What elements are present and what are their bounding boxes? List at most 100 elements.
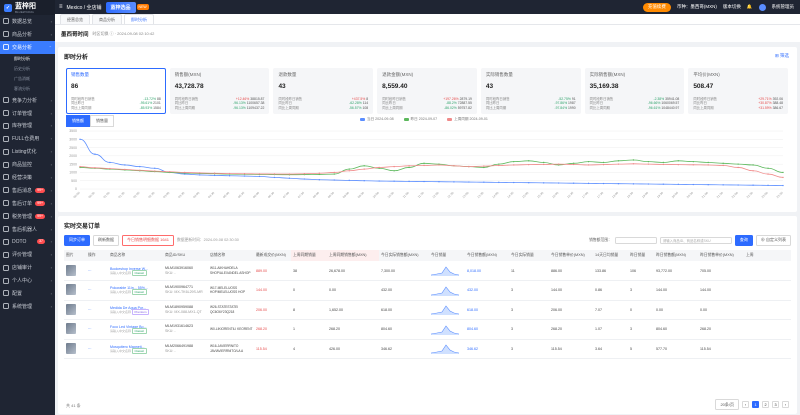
data-point[interactable] <box>333 179 335 181</box>
data-point[interactable] <box>198 172 201 174</box>
data-point[interactable] <box>79 165 81 168</box>
data-point[interactable] <box>333 173 335 175</box>
data-point[interactable] <box>423 162 425 165</box>
sidebar-item-3[interactable]: 竞争力分析 › <box>0 94 55 107</box>
sidebar-item-12[interactable]: 税务管理 99+ › <box>0 210 55 223</box>
column-header[interactable]: 昨日销售额(MXN) <box>654 250 698 261</box>
metric-card[interactable]: 实际销售额(MXN) 35,169.38 同时段昨日销售 -2.38% 35941.0… <box>584 68 685 114</box>
data-point[interactable] <box>632 183 635 185</box>
data-point[interactable] <box>139 165 141 168</box>
sidebar-subitem-0[interactable]: 即时分析 <box>14 55 30 61</box>
row-actions-icon[interactable]: ⋯ <box>88 346 92 351</box>
custom-columns-button[interactable]: ⊕ 自定义列表 <box>755 234 791 246</box>
data-point[interactable] <box>483 181 485 183</box>
column-header[interactable]: 昨日销售单价(MXN) <box>698 250 744 261</box>
data-point[interactable] <box>139 169 141 171</box>
row-actions-icon[interactable]: ⋯ <box>88 268 92 273</box>
data-point[interactable] <box>602 161 605 164</box>
data-point[interactable] <box>542 161 545 164</box>
sidebar-item-9[interactable]: 经营决策 › <box>0 171 55 184</box>
sidebar-item-13[interactable]: 售后机器人 › <box>0 223 55 236</box>
data-point[interactable] <box>722 162 724 165</box>
data-point[interactable] <box>408 180 410 183</box>
product-thumbnail[interactable] <box>66 264 76 276</box>
data-point[interactable] <box>662 183 665 185</box>
data-point[interactable] <box>124 164 126 166</box>
data-point[interactable] <box>707 161 709 164</box>
sidebar-item-19[interactable]: 系统管理 › <box>0 300 55 313</box>
data-point[interactable] <box>767 184 769 187</box>
data-point[interactable] <box>273 173 276 175</box>
data-point[interactable] <box>333 171 335 174</box>
product-cn-name[interactable]: 请输入中文名称 <box>110 329 132 334</box>
product-thumbnail[interactable] <box>66 303 76 315</box>
data-point[interactable] <box>602 182 605 185</box>
data-point[interactable] <box>348 170 350 172</box>
today-detail-button[interactable]: 今日销售明细数据 1641 <box>122 234 175 246</box>
data-point[interactable] <box>243 175 246 177</box>
column-header[interactable]: 今日实际销售额(MXN) <box>379 250 429 261</box>
sidebar-subitem-3[interactable]: 客流分析 <box>14 85 30 91</box>
data-point[interactable] <box>528 163 530 166</box>
sidebar-item-10[interactable]: 售后消息 99+ › <box>0 184 55 197</box>
data-point[interactable] <box>647 163 650 165</box>
column-header[interactable]: 商品ID/SKU <box>163 250 208 261</box>
data-point[interactable] <box>348 168 350 170</box>
data-point[interactable] <box>767 167 769 169</box>
data-point[interactable] <box>647 183 650 185</box>
data-point[interactable] <box>782 184 784 187</box>
user-name[interactable]: 系统管理员 <box>771 4 795 9</box>
sidebar-item-11[interactable]: 售后订单 99+ › <box>0 197 55 210</box>
product-id[interactable]: MLM1063916060 <box>165 265 193 270</box>
data-point[interactable] <box>602 163 605 166</box>
data-point[interactable] <box>572 182 575 184</box>
data-point[interactable] <box>243 173 246 175</box>
data-point[interactable] <box>288 173 291 175</box>
sidebar-subitem-1[interactable]: 历史分析 <box>14 65 30 71</box>
data-point[interactable] <box>498 164 500 167</box>
sidebar-item-7[interactable]: Listing优化 › <box>0 145 55 158</box>
table-row[interactable]: ⋯ Pokorable 11in... 55%... 请输入中文名称 Classic… <box>64 280 791 301</box>
page-size-select[interactable]: 20条/页 <box>715 399 739 410</box>
data-point[interactable] <box>363 168 365 170</box>
data-point[interactable] <box>318 179 321 181</box>
data-point[interactable] <box>79 138 81 140</box>
metric-card[interactable]: 退款数量 43 同时段昨日销售 +437.5% 8 同比昨日 -62.28% 114 同比上… <box>273 68 374 114</box>
data-point[interactable] <box>572 162 575 165</box>
data-point[interactable] <box>378 180 380 182</box>
data-point[interactable] <box>154 170 156 172</box>
sidebar-subitem-2[interactable]: 广告消耗 <box>14 75 30 81</box>
data-point[interactable] <box>154 167 156 169</box>
legend-item[interactable]: 上周同期 2024-09-01 <box>447 117 488 122</box>
mode-sales-amount[interactable]: 销售额 <box>66 115 90 127</box>
data-point[interactable] <box>572 163 575 166</box>
page-1[interactable]: 1 <box>752 401 759 408</box>
data-point[interactable] <box>468 181 470 183</box>
data-point[interactable] <box>393 165 395 168</box>
filter-button[interactable]: ⊞ 筛选 <box>774 53 789 58</box>
column-header[interactable]: 今日实际销量 <box>509 250 549 261</box>
data-point[interactable] <box>722 184 724 186</box>
prev-page-button[interactable]: ‹ <box>742 401 749 408</box>
data-point[interactable] <box>348 179 350 182</box>
data-point[interactable] <box>483 166 485 169</box>
series-line-2[interactable] <box>79 163 784 178</box>
column-header[interactable]: 14天日均销量 <box>593 250 628 261</box>
data-point[interactable] <box>423 164 425 167</box>
bell-icon[interactable]: 🔔 <box>746 4 753 9</box>
data-point[interactable] <box>737 184 739 186</box>
column-header[interactable]: 上周 <box>744 250 791 261</box>
data-point[interactable] <box>184 171 186 174</box>
data-point[interactable] <box>453 181 455 183</box>
data-point[interactable] <box>288 177 291 179</box>
column-header[interactable]: 昨日销量 <box>628 250 654 261</box>
next-page-button[interactable]: › <box>782 401 789 408</box>
data-point[interactable] <box>528 182 530 184</box>
sidebar-item-4[interactable]: 订单管理 › <box>0 107 55 120</box>
data-point[interactable] <box>557 182 560 184</box>
data-point[interactable] <box>423 180 425 183</box>
sidebar-item-5[interactable]: 库存管理 › <box>0 119 55 132</box>
sidebar-item-17[interactable]: 个人中心 › <box>0 274 55 287</box>
data-point[interactable] <box>722 164 724 167</box>
recharge-button[interactable]: 充值续费 <box>642 2 671 12</box>
